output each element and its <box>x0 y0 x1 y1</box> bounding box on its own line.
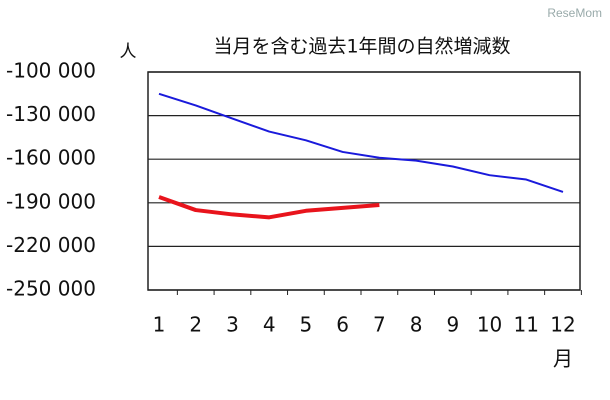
x-tick-label: 9 <box>446 313 459 337</box>
watermark: ReseMom <box>547 6 602 20</box>
chart-title: 当月を含む過去1年間の自然増減数 <box>213 36 510 58</box>
x-axis-label: 月 <box>553 347 573 371</box>
y-tick-label: -220 000 <box>6 233 96 257</box>
y-tick-label: -250 000 <box>6 277 96 301</box>
x-tick-label: 11 <box>514 313 539 337</box>
series-line <box>158 92 564 193</box>
y-tick-label: -130 000 <box>6 102 96 126</box>
x-tick-label: 1 <box>153 313 166 337</box>
y-tick-label: -160 000 <box>6 146 96 170</box>
series-line <box>158 195 380 220</box>
x-tick-label: 4 <box>263 313 276 337</box>
y-tick-label: -190 000 <box>6 189 96 213</box>
x-tick-label: 3 <box>226 313 239 337</box>
x-tick-label: 6 <box>336 313 349 337</box>
x-tick-label: 5 <box>300 313 313 337</box>
x-tick-label: 10 <box>477 313 502 337</box>
x-tick-label: 2 <box>189 313 202 337</box>
plot-area <box>147 71 581 291</box>
x-tick-label: 8 <box>410 313 423 337</box>
x-tick-label: 7 <box>373 313 386 337</box>
y-unit: 人 <box>120 42 137 62</box>
y-tick-label: -100 000 <box>6 59 96 83</box>
x-tick-label: 12 <box>550 313 575 337</box>
